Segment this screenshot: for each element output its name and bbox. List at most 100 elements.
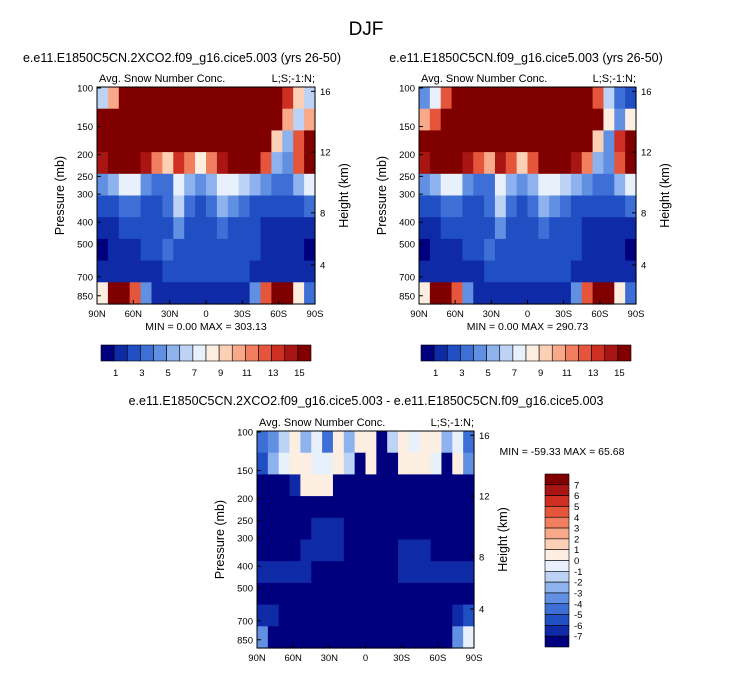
colorbar-label: 3 — [139, 368, 144, 379]
heatmap-cells — [97, 87, 316, 305]
heatmap-cell — [173, 195, 185, 218]
heatmap-cell — [451, 260, 463, 283]
heatmap-cell — [206, 195, 218, 218]
y-axis-title: Pressure (mb) — [375, 156, 389, 235]
heatmap-cell — [538, 260, 550, 283]
heatmap-cell — [162, 282, 174, 305]
heatmap-cell — [173, 173, 185, 197]
y-right-tick-label: 16 — [479, 431, 490, 442]
heatmap-cell — [408, 604, 421, 627]
heatmap-cell — [162, 87, 174, 110]
heatmap-cell — [549, 282, 561, 305]
colorbar-swatch — [271, 344, 286, 362]
heatmap-cell — [429, 173, 442, 197]
heatmap-cell — [603, 195, 615, 218]
heatmap-cell — [140, 87, 153, 110]
colorbar-label: 7 — [192, 368, 197, 379]
heatmap-cell — [419, 474, 432, 497]
y-tick-label: 850 — [399, 291, 415, 302]
colorbar-swatch — [113, 344, 128, 362]
heatmap-cell — [484, 217, 496, 240]
heatmap-cell — [538, 173, 550, 197]
heatmap-cell — [332, 582, 345, 606]
heatmap-cell — [592, 173, 605, 197]
heatmap-cell — [473, 152, 485, 175]
colorbar-label: 5 — [165, 368, 170, 379]
colorbar-label: -4 — [574, 599, 582, 610]
heatmap-cell — [538, 130, 550, 153]
heatmap-cell — [516, 217, 529, 240]
y-tick-label: 850 — [77, 291, 93, 302]
heatmap-cell — [516, 282, 529, 305]
heatmap-cell — [581, 217, 594, 240]
heatmap-cell — [118, 108, 131, 131]
heatmap-cell — [107, 173, 120, 197]
colorbar-swatch — [218, 344, 233, 362]
colorbar: 1 3 5 7 9 11 13 15 — [420, 344, 632, 379]
colorbar-swatch — [205, 344, 220, 362]
y-axis-title: Pressure (mb) — [213, 500, 227, 579]
heatmap-cell — [206, 217, 218, 240]
heatmap-cell — [332, 561, 345, 584]
heatmap-cell — [625, 238, 637, 262]
heatmap-cell — [419, 108, 431, 131]
heatmap-cell — [581, 238, 594, 262]
heatmap-cell — [484, 108, 496, 131]
heatmap-cell — [257, 626, 269, 649]
heatmap-cell — [118, 238, 131, 262]
colorbar-swatch — [544, 560, 570, 572]
heatmap-cell — [430, 496, 443, 519]
heatmap-cell — [107, 87, 120, 110]
heatmap-cell — [282, 152, 294, 175]
heatmap-cell — [311, 604, 323, 627]
heatmap-cell — [332, 452, 345, 475]
heatmap-cell — [494, 195, 507, 218]
y-right-tick-label: 4 — [479, 604, 484, 615]
heatmap-cell — [549, 87, 561, 110]
heatmap-cell — [592, 260, 605, 283]
heatmap-cell — [343, 561, 356, 584]
heatmap-cell — [238, 282, 251, 305]
heatmap-cell — [451, 195, 463, 218]
colorbar-swatch — [486, 344, 501, 362]
heatmap-cell — [408, 517, 421, 541]
heatmap-cell — [505, 282, 518, 305]
heatmap-cell — [614, 217, 626, 240]
heatmap-cell — [173, 238, 185, 262]
heatmap-cell — [494, 108, 507, 131]
heatmap-cell — [238, 238, 251, 262]
heatmap-cell — [614, 282, 626, 305]
heatmap-cell — [97, 217, 109, 240]
heatmap-cell — [271, 282, 283, 305]
heatmap-cell — [484, 195, 496, 218]
heatmap-cell — [462, 282, 474, 305]
heatmap-cell — [625, 108, 637, 131]
heatmap-cell — [195, 195, 207, 218]
heatmap-cell — [419, 452, 432, 475]
colorbar-label: 11 — [242, 368, 252, 379]
heatmap-cell — [354, 604, 367, 627]
heatmap-cell — [419, 195, 431, 218]
heatmap-cell — [282, 130, 294, 153]
heatmap-cell — [430, 431, 443, 454]
heatmap-cell — [107, 282, 120, 305]
heatmap-cell — [300, 561, 312, 584]
heatmap-cell — [184, 195, 196, 218]
heatmap-cell — [271, 195, 283, 218]
heatmap-cell — [354, 561, 367, 584]
heatmap-cell — [354, 517, 367, 541]
heatmap-cell — [332, 496, 345, 519]
heatmap-cell — [249, 130, 262, 153]
colorbar: 1 3 5 7 9 11 13 15 — [100, 344, 312, 379]
heatmap-cell — [494, 282, 507, 305]
heatmap-cell — [451, 238, 463, 262]
heatmap-cell — [398, 517, 410, 541]
heatmap-cell — [206, 173, 218, 197]
heatmap-cell — [293, 173, 305, 197]
heatmap-cell — [195, 238, 207, 262]
heatmap-cell — [322, 496, 334, 519]
heatmap-cell — [451, 87, 463, 110]
heatmap-cell — [549, 217, 561, 240]
heatmap-cell — [376, 431, 388, 454]
heatmap-cell — [129, 217, 142, 240]
